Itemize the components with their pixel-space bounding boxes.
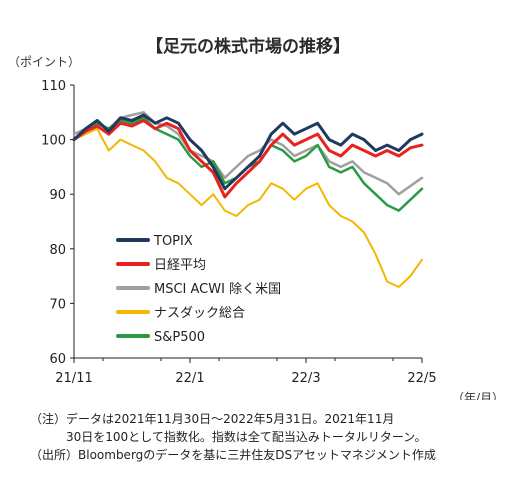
y-tick-label: 80 bbox=[49, 243, 66, 258]
series-line-1 bbox=[72, 119, 424, 199]
x-tick-label: 21/11 bbox=[55, 371, 92, 386]
axes: 60 70 80 90 100 110 21/11 22/1 22/3 22/5 bbox=[41, 79, 436, 386]
y-tick-label: 90 bbox=[49, 188, 66, 203]
y-tick-label: 70 bbox=[49, 297, 66, 312]
y-tick-label: 100 bbox=[41, 134, 66, 149]
chart-title: 【足元の株式市場の推移】 bbox=[146, 36, 350, 57]
x-tick-label: 22/3 bbox=[291, 371, 320, 386]
series-line-2 bbox=[72, 111, 424, 196]
x-tick-label: 22/5 bbox=[407, 371, 436, 386]
series-layer bbox=[72, 111, 424, 288]
legend-label-4: S&P500 bbox=[154, 330, 205, 345]
series-line-0 bbox=[72, 113, 424, 191]
series-line-3 bbox=[73, 127, 423, 288]
x-tick-label: 22/1 bbox=[175, 371, 204, 386]
legend-label-3: ナスダック総合 bbox=[154, 306, 245, 321]
note-line-1: （注）データは2021年11月30日～2022年5月31日。2021年11月 bbox=[30, 412, 395, 426]
y-axis-unit-label: （ポイント） bbox=[8, 55, 80, 69]
legend-label-2: MSCI ACWI 除く米国 bbox=[154, 282, 281, 297]
series-line-4 bbox=[72, 116, 424, 212]
source-note: （出所）Bloombergのデータを基に三井住友DSアセットマネジメント作成 bbox=[30, 448, 436, 462]
x-axis-unit-label: （年/月） bbox=[452, 391, 504, 400]
chart: 【足元の株式市場の推移】 （ポイント） 60 70 80 90 100 110 21/11 2… bbox=[8, 36, 504, 400]
y-tick-label: 110 bbox=[41, 79, 66, 94]
legend-label-0: TOPIX bbox=[153, 234, 193, 249]
legend-label-1: 日経平均 bbox=[154, 258, 206, 273]
note-line-2: 30日を100として指数化。指数は全て配当込みトータルリターン。 bbox=[30, 430, 427, 444]
y-tick-label: 60 bbox=[49, 352, 66, 367]
